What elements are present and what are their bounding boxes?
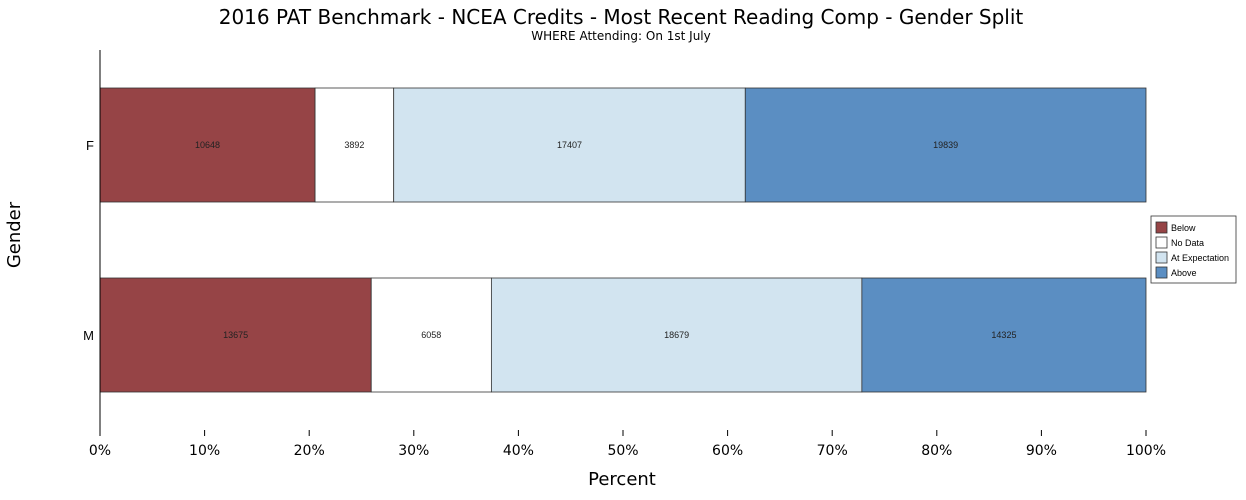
data-label: 14325: [991, 330, 1016, 340]
bar-m-above: [861, 277, 1147, 393]
x-axis-ticks: 0% 10% 20% 30% 40% 50% 60% 70% 80% 90% 100%: [89, 430, 1166, 459]
legend-label: No Data: [1171, 238, 1204, 248]
y-axis-categories: FM: [83, 138, 94, 343]
bar-m-no-data: [370, 277, 492, 393]
legend-label: Below: [1171, 223, 1196, 233]
x-tick-label: 90%: [1026, 443, 1057, 459]
y-tick-label: F: [86, 138, 94, 153]
x-axis-label: Percent: [588, 469, 656, 490]
bar-f-above: [744, 87, 1147, 203]
x-tick-label: 40%: [503, 443, 534, 459]
x-tick-label: 20%: [294, 443, 325, 459]
x-tick-label: 100%: [1126, 443, 1166, 459]
bar-m-at-expectation: [490, 277, 863, 393]
plot-area: 10648 3892 17407 19839 13675 6058 18679 14325: [99, 87, 1147, 393]
chart-title: 2016 PAT Benchmark - NCEA Credits - Most…: [219, 5, 1024, 29]
data-label: 6058: [421, 330, 441, 340]
legend-swatch: [1155, 236, 1168, 249]
data-label: 13675: [223, 330, 248, 340]
x-tick-label: 50%: [607, 443, 638, 459]
legend-swatch: [1155, 221, 1168, 234]
bar-f-at-expectation: [393, 87, 746, 203]
chart-subtitle: WHERE Attending: On 1st July: [531, 29, 710, 43]
x-tick-label: 70%: [817, 443, 848, 459]
bar-f-below: [99, 87, 316, 203]
legend-label: Above: [1171, 268, 1197, 278]
x-tick-label: 0%: [89, 443, 111, 459]
data-label: 18679: [664, 330, 689, 340]
y-axis-label: Gender: [4, 201, 25, 268]
legend-label: At Expectation: [1171, 253, 1229, 263]
bar-m-below: [99, 277, 372, 393]
data-label: 19839: [933, 140, 958, 150]
x-tick-label: 30%: [398, 443, 429, 459]
data-label: 10648: [195, 140, 220, 150]
x-tick-label: 80%: [921, 443, 952, 459]
data-label: 3892: [344, 140, 364, 150]
data-label: 17407: [557, 140, 582, 150]
legend: Below No Data At Expectation Above: [1150, 215, 1237, 284]
x-tick-label: 10%: [189, 443, 220, 459]
y-tick-label: M: [83, 328, 94, 343]
bar-f-no-data: [314, 87, 395, 203]
legend-swatch: [1155, 251, 1168, 264]
x-tick-label: 60%: [712, 443, 743, 459]
legend-swatch: [1155, 266, 1168, 279]
